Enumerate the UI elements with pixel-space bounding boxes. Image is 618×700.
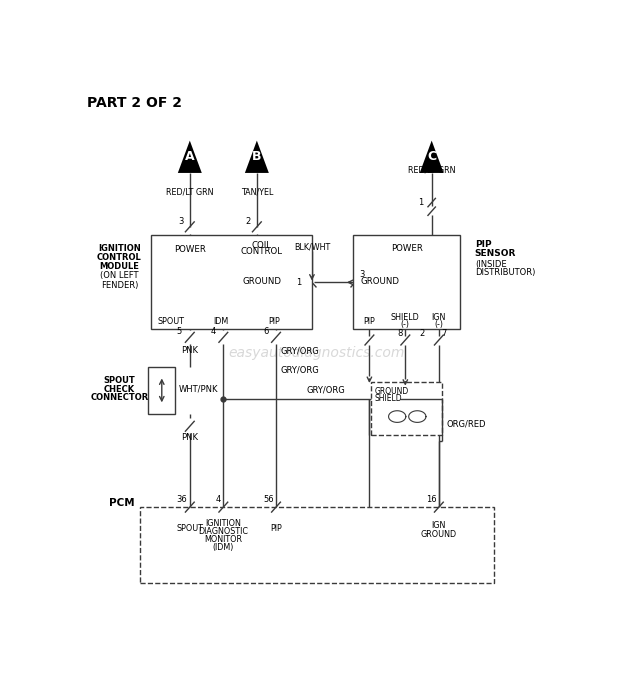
Text: (IDM): (IDM) — [213, 543, 234, 552]
Text: IDM: IDM — [213, 316, 229, 326]
Text: IGNITION: IGNITION — [205, 519, 241, 528]
Text: 8: 8 — [397, 329, 403, 338]
Text: (ON LEFT: (ON LEFT — [100, 272, 138, 281]
Text: RED/LT GRN: RED/LT GRN — [166, 188, 214, 196]
Text: SPOUT: SPOUT — [104, 376, 135, 385]
Text: 6: 6 — [263, 328, 268, 337]
Text: PIP: PIP — [475, 240, 491, 249]
Text: MODULE: MODULE — [99, 262, 139, 271]
Text: ORG/RED: ORG/RED — [446, 419, 486, 428]
Text: 1: 1 — [296, 278, 302, 287]
Text: CONTROL: CONTROL — [240, 247, 282, 256]
Text: PIP: PIP — [269, 316, 281, 326]
Text: (-): (-) — [401, 321, 410, 330]
Text: 5: 5 — [176, 328, 181, 337]
Text: WHT/PNK: WHT/PNK — [179, 384, 219, 393]
Text: COIL: COIL — [252, 241, 272, 250]
Text: easyautodiagnostics.com: easyautodiagnostics.com — [229, 346, 405, 360]
Text: SHIELD: SHIELD — [391, 313, 420, 322]
Text: B: B — [252, 150, 261, 163]
Text: SPOUT: SPOUT — [176, 524, 203, 533]
Text: MONITOR: MONITOR — [205, 535, 242, 544]
Text: GROUND: GROUND — [421, 530, 457, 538]
Text: DISTRIBUTOR): DISTRIBUTOR) — [475, 268, 535, 277]
Text: 3: 3 — [360, 270, 365, 279]
Text: PNK: PNK — [181, 346, 198, 356]
Bar — [140, 507, 494, 582]
Text: POWER: POWER — [174, 245, 206, 254]
Text: PNK: PNK — [181, 433, 198, 442]
Text: 56: 56 — [263, 494, 274, 503]
Text: IGNITION: IGNITION — [98, 244, 141, 253]
Text: GROUND: GROUND — [375, 386, 409, 395]
Text: CHECK: CHECK — [104, 384, 135, 393]
Text: GRY/ORG: GRY/ORG — [281, 346, 320, 356]
Text: SPOUT: SPOUT — [157, 316, 184, 326]
Text: C: C — [427, 150, 436, 163]
Text: 1: 1 — [418, 198, 423, 207]
Text: TAN/YEL: TAN/YEL — [240, 188, 273, 196]
Text: FENDER): FENDER) — [101, 281, 138, 290]
Text: PIP: PIP — [270, 524, 282, 533]
Text: SHIELD: SHIELD — [375, 394, 402, 403]
Polygon shape — [245, 141, 269, 173]
Text: A: A — [185, 150, 195, 163]
Polygon shape — [178, 141, 201, 173]
Text: RED/LT GRN: RED/LT GRN — [408, 166, 455, 175]
Text: PCM: PCM — [109, 498, 135, 508]
Text: 4: 4 — [216, 494, 221, 503]
Text: 7: 7 — [441, 329, 447, 338]
Text: CONNECTOR: CONNECTOR — [90, 393, 148, 402]
Text: 2: 2 — [420, 329, 425, 338]
Bar — [151, 235, 312, 329]
Text: POWER: POWER — [391, 244, 423, 253]
Text: DIAGNOSTIC: DIAGNOSTIC — [198, 527, 248, 536]
Text: 3: 3 — [179, 217, 184, 226]
Text: PIP: PIP — [363, 316, 375, 326]
Text: GROUND: GROUND — [242, 276, 281, 286]
Text: (-): (-) — [434, 321, 443, 330]
Bar — [353, 235, 460, 329]
Text: IGN: IGN — [431, 522, 446, 531]
Text: (INSIDE: (INSIDE — [475, 260, 506, 269]
Text: 36: 36 — [177, 494, 187, 503]
Text: CONTROL: CONTROL — [97, 253, 142, 262]
Text: 16: 16 — [426, 494, 436, 503]
Text: GROUND: GROUND — [360, 276, 399, 286]
Polygon shape — [420, 141, 444, 173]
Bar — [371, 382, 442, 435]
Bar — [148, 367, 176, 414]
Text: IGN: IGN — [431, 313, 446, 322]
Text: SENSOR: SENSOR — [475, 248, 516, 258]
Text: PART 2 OF 2: PART 2 OF 2 — [87, 96, 182, 110]
Text: GRY/ORG: GRY/ORG — [281, 365, 320, 375]
Text: GRY/ORG: GRY/ORG — [307, 385, 345, 394]
Text: 4: 4 — [210, 328, 216, 337]
Text: BLK/WHT: BLK/WHT — [294, 243, 330, 252]
Text: 2: 2 — [245, 217, 251, 226]
